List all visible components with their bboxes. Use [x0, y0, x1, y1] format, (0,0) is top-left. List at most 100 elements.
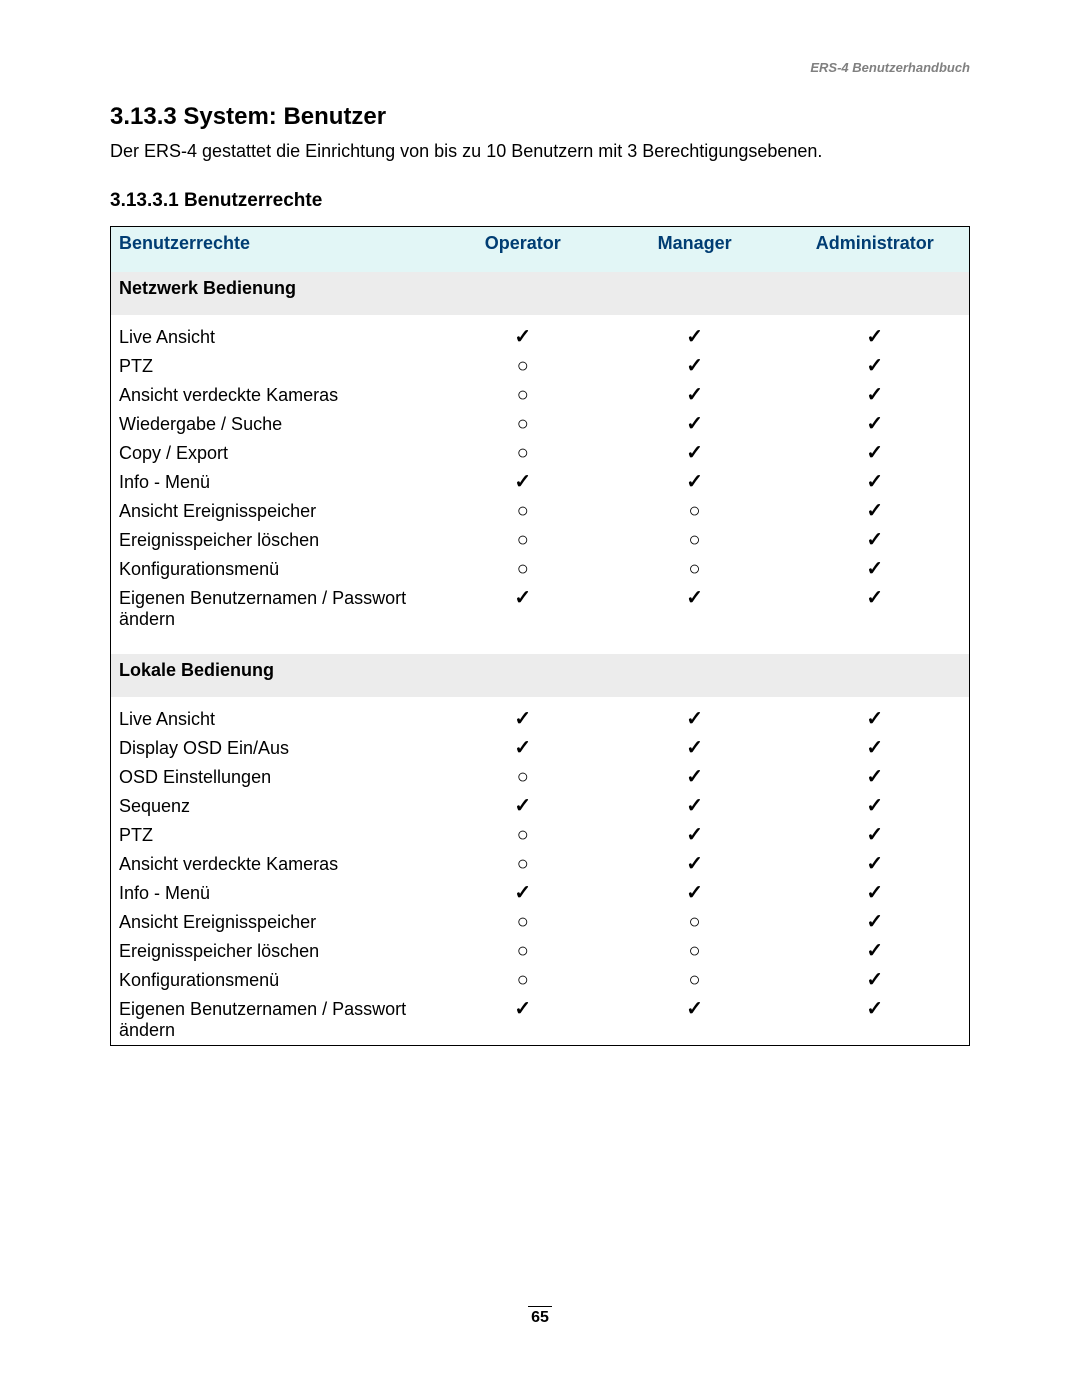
table-spacer — [111, 697, 970, 705]
check-icon: ✓ — [866, 559, 883, 579]
table-row: Ansicht verdeckte Kameras○✓✓ — [111, 850, 970, 879]
manager-cell: ✓ — [609, 705, 781, 734]
check-icon: ✓ — [866, 588, 883, 608]
permission-label: Live Ansicht — [111, 323, 437, 352]
circle-icon: ○ — [689, 912, 701, 932]
table-spacer — [111, 315, 970, 323]
check-icon: ✓ — [686, 854, 703, 874]
table-group-title: Lokale Bedienung — [111, 654, 970, 697]
check-icon: ✓ — [866, 999, 883, 1019]
manager-cell: ○ — [609, 555, 781, 584]
administrator-cell: ✓ — [781, 821, 970, 850]
administrator-cell: ✓ — [781, 352, 970, 381]
permission-label: OSD Einstellungen — [111, 763, 437, 792]
permission-label: Ereignisspeicher löschen — [111, 937, 437, 966]
administrator-cell: ✓ — [781, 468, 970, 497]
permission-label: Wiedergabe / Suche — [111, 410, 437, 439]
administrator-cell: ✓ — [781, 850, 970, 879]
administrator-cell: ✓ — [781, 381, 970, 410]
check-icon: ✓ — [686, 472, 703, 492]
operator-cell: ✓ — [437, 468, 609, 497]
circle-icon: ○ — [517, 501, 529, 521]
table-group-row: Lokale Bedienung — [111, 654, 970, 697]
check-icon: ✓ — [866, 501, 883, 521]
check-icon: ✓ — [514, 472, 531, 492]
manager-cell: ✓ — [609, 410, 781, 439]
permissions-table: Benutzerrechte Operator Manager Administ… — [110, 226, 970, 1046]
table-row: Konfigurationsmenü○○✓ — [111, 966, 970, 995]
circle-icon: ○ — [517, 559, 529, 579]
manager-cell: ✓ — [609, 821, 781, 850]
table-row: Ereignisspeicher löschen○○✓ — [111, 526, 970, 555]
circle-icon: ○ — [689, 559, 701, 579]
table-row: Ansicht Ereignisspeicher○○✓ — [111, 908, 970, 937]
col-header-administrator: Administrator — [781, 227, 970, 273]
circle-icon: ○ — [517, 854, 529, 874]
operator-cell: ○ — [437, 439, 609, 468]
manager-cell: ✓ — [609, 439, 781, 468]
operator-cell: ○ — [437, 352, 609, 381]
check-icon: ✓ — [866, 825, 883, 845]
administrator-cell: ✓ — [781, 966, 970, 995]
check-icon: ✓ — [686, 414, 703, 434]
permission-label: PTZ — [111, 821, 437, 850]
circle-icon: ○ — [689, 941, 701, 961]
administrator-cell: ✓ — [781, 584, 970, 634]
table-group-row: Netzwerk Bedienung — [111, 272, 970, 315]
check-icon: ✓ — [514, 999, 531, 1019]
table-group-title: Netzwerk Bedienung — [111, 272, 970, 315]
check-icon: ✓ — [514, 796, 531, 816]
administrator-cell: ✓ — [781, 526, 970, 555]
check-icon: ✓ — [866, 356, 883, 376]
table-row: Eigenen Benutzernamen / Passwort ändern✓… — [111, 995, 970, 1046]
table-row: Wiedergabe / Suche○✓✓ — [111, 410, 970, 439]
manager-cell: ✓ — [609, 879, 781, 908]
permission-label: Display OSD Ein/Aus — [111, 734, 437, 763]
permission-label: Copy / Export — [111, 439, 437, 468]
check-icon: ✓ — [686, 738, 703, 758]
manager-cell: ✓ — [609, 850, 781, 879]
table-row: Eigenen Benutzernamen / Passwort ändern✓… — [111, 584, 970, 634]
operator-cell: ✓ — [437, 584, 609, 634]
administrator-cell: ✓ — [781, 410, 970, 439]
operator-cell: ○ — [437, 937, 609, 966]
permission-label: Info - Menü — [111, 468, 437, 497]
operator-cell: ○ — [437, 381, 609, 410]
check-icon: ✓ — [686, 883, 703, 903]
operator-cell: ○ — [437, 763, 609, 792]
circle-icon: ○ — [517, 530, 529, 550]
administrator-cell: ✓ — [781, 879, 970, 908]
table-row: PTZ○✓✓ — [111, 821, 970, 850]
table-spacer — [111, 634, 970, 654]
circle-icon: ○ — [517, 385, 529, 405]
table-row: Ansicht verdeckte Kameras○✓✓ — [111, 381, 970, 410]
manager-cell: ✓ — [609, 734, 781, 763]
check-icon: ✓ — [866, 472, 883, 492]
operator-cell: ○ — [437, 850, 609, 879]
check-icon: ✓ — [686, 443, 703, 463]
check-icon: ✓ — [866, 970, 883, 990]
subsection-title: 3.13.3.1 Benutzerrechte — [110, 190, 970, 212]
circle-icon: ○ — [517, 767, 529, 787]
administrator-cell: ✓ — [781, 995, 970, 1046]
check-icon: ✓ — [514, 883, 531, 903]
operator-cell: ✓ — [437, 734, 609, 763]
check-icon: ✓ — [866, 709, 883, 729]
circle-icon: ○ — [517, 443, 529, 463]
check-icon: ✓ — [866, 385, 883, 405]
permission-label: Ansicht Ereignisspeicher — [111, 497, 437, 526]
operator-cell: ○ — [437, 966, 609, 995]
administrator-cell: ✓ — [781, 792, 970, 821]
table-row: Copy / Export○✓✓ — [111, 439, 970, 468]
permission-label: Info - Menü — [111, 879, 437, 908]
table-row: Ansicht Ereignisspeicher ○ ○ ✓ — [111, 497, 970, 526]
document-header: ERS-4 Benutzerhandbuch — [110, 60, 970, 75]
manager-cell: ✓ — [609, 468, 781, 497]
permission-label: PTZ — [111, 352, 437, 381]
col-header-rights: Benutzerrechte — [111, 227, 437, 273]
permission-label: Eigenen Benutzernamen / Passwort ändern — [111, 584, 437, 634]
administrator-cell: ✓ — [781, 497, 970, 526]
manager-cell: ○ — [609, 497, 781, 526]
circle-icon: ○ — [517, 356, 529, 376]
table-row: Sequenz✓✓✓ — [111, 792, 970, 821]
